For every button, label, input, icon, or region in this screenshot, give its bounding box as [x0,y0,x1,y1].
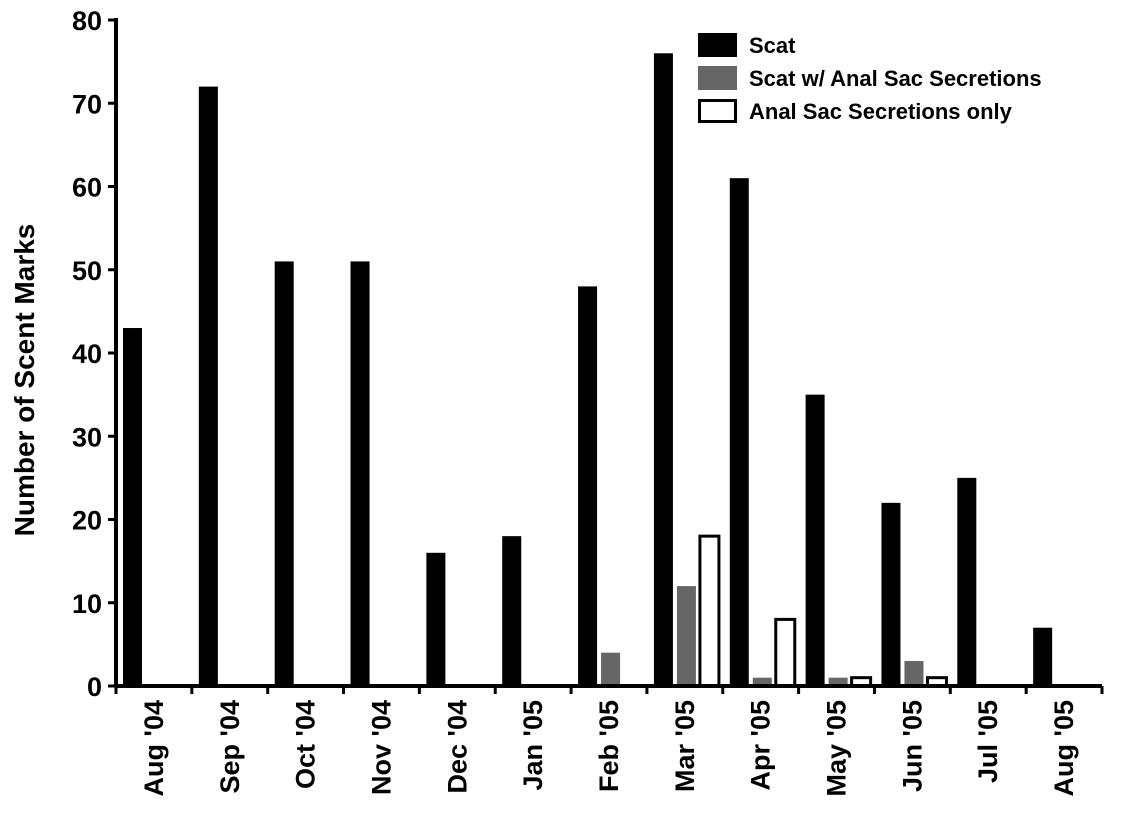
bar-0-8 [729,178,749,687]
bar-0-5 [502,536,522,686]
x-tick-label-11: Jul '05 [973,700,1003,783]
bar-0-0 [123,328,142,686]
bar-2-7 [698,534,721,688]
x-tick-label-1: Sep '04 [215,700,245,793]
x-tick-label-2: Oct '04 [291,700,321,789]
y-tick-label-1: 10 [72,589,102,619]
x-tick-label-7: Mar '05 [670,700,700,792]
x-tick-label-9: May '05 [822,700,852,796]
legend-label-1: Scat w/ Anal Sac Secretions [749,66,1042,91]
x-tick-label-3: Nov '04 [366,700,396,795]
legend-label-2: Anal Sac Secretions only [749,99,1013,124]
legend-label-0: Scat [749,33,796,58]
bar-0-1 [198,86,218,687]
bar-1-7 [676,586,696,686]
bar-1-10 [904,661,924,686]
bar-0-11 [957,477,977,686]
bar-0-10 [881,502,901,686]
y-tick-label-4: 40 [72,339,102,369]
bar-0-2 [274,261,294,686]
bar-0-4 [426,552,446,686]
bar-2-8 [774,617,797,688]
x-tick-label-0: Aug '04 [139,700,169,796]
legend-swatch-2 [698,99,737,123]
y-tick-label-0: 0 [87,672,102,702]
y-tick-label-6: 60 [72,173,102,203]
x-tick-label-10: Jun '05 [897,700,927,792]
y-tick-label-3: 30 [72,422,102,452]
x-tick-label-12: Aug '05 [1049,700,1079,796]
bar-0-3 [350,261,370,686]
y-tick-label-8: 80 [72,6,102,36]
bar-0-12 [1033,627,1053,686]
x-tick-label-6: Feb '05 [594,700,624,792]
y-tick-label-2: 20 [72,506,102,536]
y-axis-label: Number of Scent Marks [9,224,40,537]
legend-swatch-1 [698,66,737,90]
x-tick-label-8: Apr '05 [746,700,776,790]
x-tick-label-5: Jan '05 [518,700,548,790]
bar-0-9 [805,394,825,686]
bar-1-9 [828,677,848,686]
y-tick-label-7: 70 [72,89,102,119]
y-tick-label-5: 50 [72,256,102,286]
bar-1-6 [601,652,621,686]
bar-0-7 [653,53,673,687]
bar-1-8 [752,677,772,686]
legend-swatch-0 [698,33,737,57]
x-tick-label-4: Dec '04 [442,700,472,794]
bar-0-6 [578,286,598,686]
